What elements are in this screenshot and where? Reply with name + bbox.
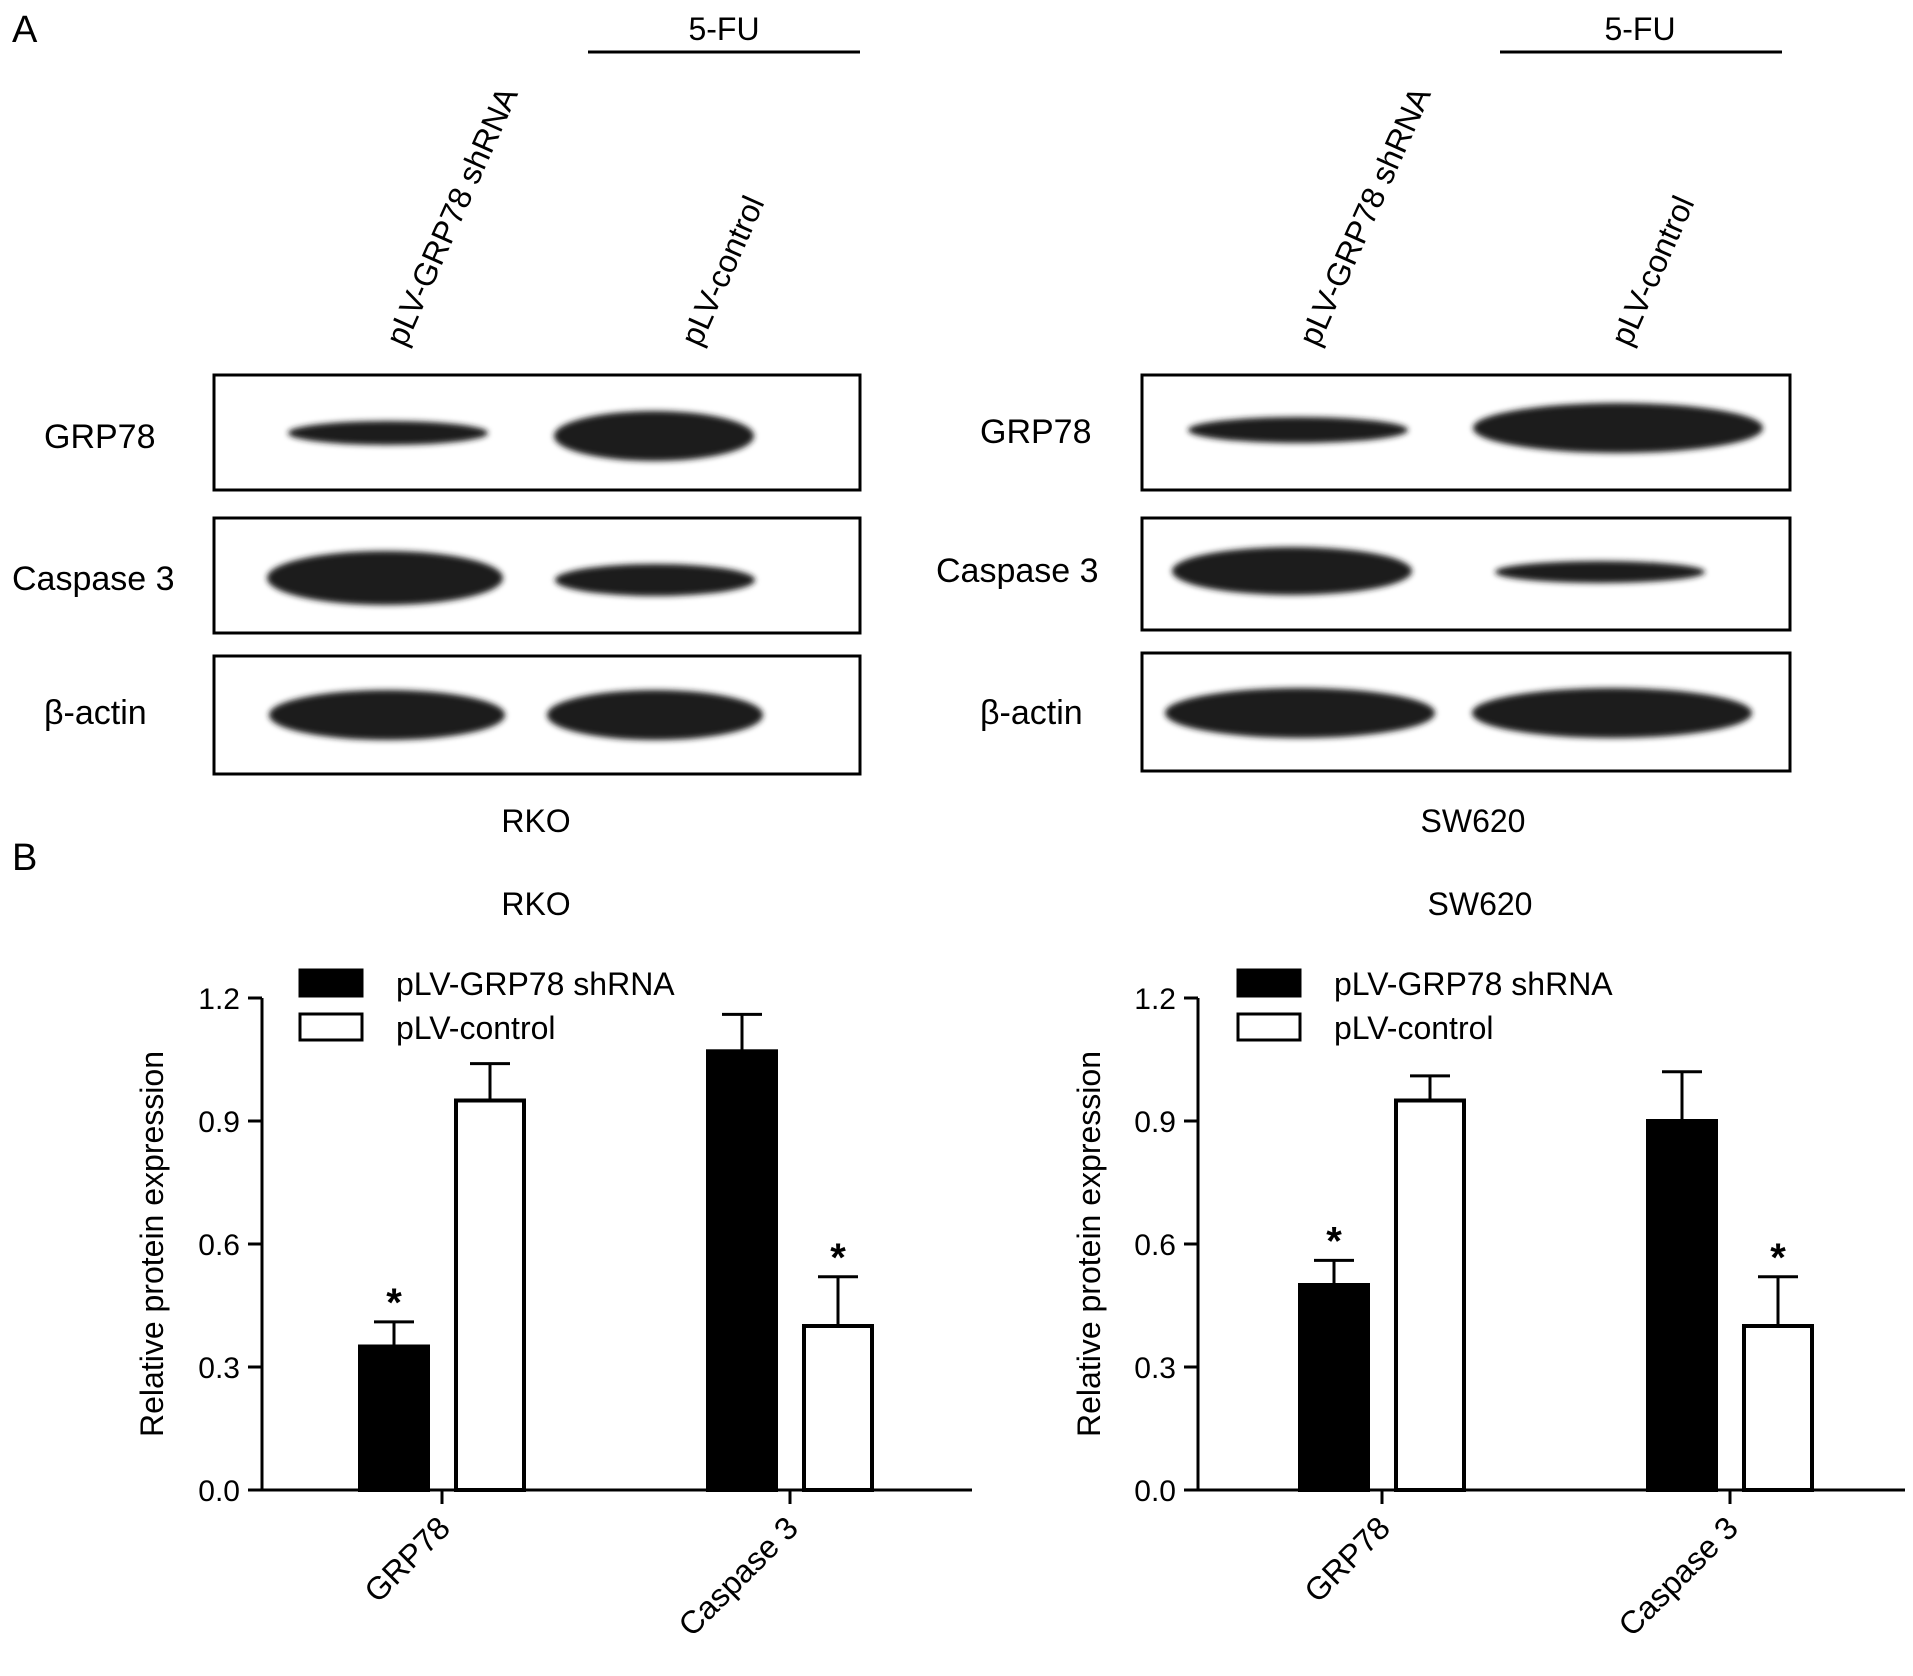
significance-marker: * <box>1770 1236 1786 1280</box>
bar <box>1646 1119 1718 1492</box>
panel-b-label: B <box>12 837 37 879</box>
band-rko-actin-shrna <box>269 690 505 740</box>
row-label-sw620-actin: β-actin <box>980 694 1083 732</box>
y-tick-label: 0.9 <box>198 1106 240 1139</box>
band-rko-grp78-control <box>554 411 754 461</box>
blot-box-rko-caspase3 <box>212 516 862 635</box>
bar <box>1742 1324 1814 1492</box>
x-tick-label: Caspase 3 <box>1611 1509 1745 1643</box>
cell-line-label-sw620: SW620 <box>1421 803 1526 839</box>
band-sw620-actin-shrna <box>1165 688 1435 738</box>
blot-box-sw620-actin <box>1140 651 1792 773</box>
y-tick-label: 0.6 <box>198 1229 240 1262</box>
bar <box>1394 1098 1466 1492</box>
panel-a-label: A <box>12 9 38 51</box>
treatment-label-rko: 5-FU <box>688 11 759 47</box>
blot-box-sw620-caspase3 <box>1140 516 1792 632</box>
x-tick-label: GRP78 <box>357 1509 457 1609</box>
blot-rko: 5-FU pLV-GRP78 shRNA pLV-control GRP78 C… <box>12 11 862 839</box>
chart-sw620: SW620 Relative protein expression 0.0 0.3 0.… <box>1071 886 1905 1643</box>
chart-rko: RKO Relative protein expression 0.0 0.3 0.6 0… <box>134 886 972 1643</box>
band-rko-actin-control <box>547 690 763 740</box>
blot-sw620: 5-FU pLV-GRP78 shRNA pLV-control GRP78 C… <box>936 11 1792 839</box>
chart-title: RKO <box>501 886 570 922</box>
legend-label: pLV-control <box>1334 1010 1494 1046</box>
x-tick-label: Caspase 3 <box>671 1509 805 1643</box>
y-axis-label: Relative protein expression <box>1071 1051 1107 1437</box>
y-axis-label: Relative protein expression <box>134 1051 170 1437</box>
legend-swatch <box>1236 968 1302 998</box>
band-sw620-actin-control <box>1472 688 1752 738</box>
legend-label: pLV-control <box>396 1010 556 1046</box>
blot-box-rko-actin <box>212 654 862 776</box>
band-sw620-grp78-control <box>1473 403 1763 453</box>
significance-marker: * <box>1326 1219 1342 1263</box>
x-tick-label: GRP78 <box>1297 1509 1397 1609</box>
row-label-sw620-grp78: GRP78 <box>980 413 1092 451</box>
lane-label-sw620-shrna: pLV-GRP78 shRNA <box>1292 81 1438 351</box>
blot-box-sw620-grp78 <box>1140 373 1792 492</box>
y-tick-label: 0.3 <box>1134 1352 1176 1385</box>
y-tick-label: 0.0 <box>1134 1475 1176 1508</box>
band-rko-caspase3-control <box>555 564 755 596</box>
legend-label: pLV-GRP78 shRNA <box>396 966 675 1002</box>
lane-label-sw620-control: pLV-control <box>1604 190 1702 350</box>
row-label-sw620-caspase3: Caspase 3 <box>936 552 1099 590</box>
legend-swatch <box>298 1012 364 1042</box>
chart-title: SW620 <box>1428 886 1533 922</box>
bar <box>1298 1283 1370 1492</box>
band-sw620-caspase3-shrna <box>1172 547 1412 595</box>
legend-label: pLV-GRP78 shRNA <box>1334 966 1613 1002</box>
row-label-rko-caspase3: Caspase 3 <box>12 560 175 598</box>
lane-label-rko-control: pLV-control <box>674 190 772 350</box>
lane-label-rko-shrna: pLV-GRP78 shRNA <box>379 81 525 351</box>
y-tick-label: 0.9 <box>1134 1106 1176 1139</box>
legend-swatch <box>1236 1012 1302 1042</box>
row-label-rko-actin: β-actin <box>44 694 147 732</box>
band-rko-grp78-shrna <box>288 421 488 445</box>
blot-box-rko-grp78 <box>212 373 862 492</box>
legend-swatch <box>298 968 364 998</box>
bar <box>358 1344 430 1492</box>
significance-marker: * <box>386 1281 402 1325</box>
significance-marker: * <box>830 1236 846 1280</box>
bar <box>454 1098 526 1492</box>
row-label-rko-grp78: GRP78 <box>44 418 156 456</box>
band-sw620-grp78-shrna <box>1188 417 1408 443</box>
y-tick-label: 0.3 <box>198 1352 240 1385</box>
treatment-label-sw620: 5-FU <box>1604 11 1675 47</box>
band-sw620-caspase3-control <box>1495 561 1705 583</box>
y-tick-label: 1.2 <box>1134 983 1176 1016</box>
band-rko-caspase3-shrna <box>267 551 503 605</box>
y-tick-label: 0.6 <box>1134 1229 1176 1262</box>
cell-line-label-rko: RKO <box>501 803 570 839</box>
bar <box>802 1324 874 1492</box>
y-tick-label: 0.0 <box>198 1475 240 1508</box>
y-tick-label: 1.2 <box>198 983 240 1016</box>
bar <box>706 1049 778 1493</box>
